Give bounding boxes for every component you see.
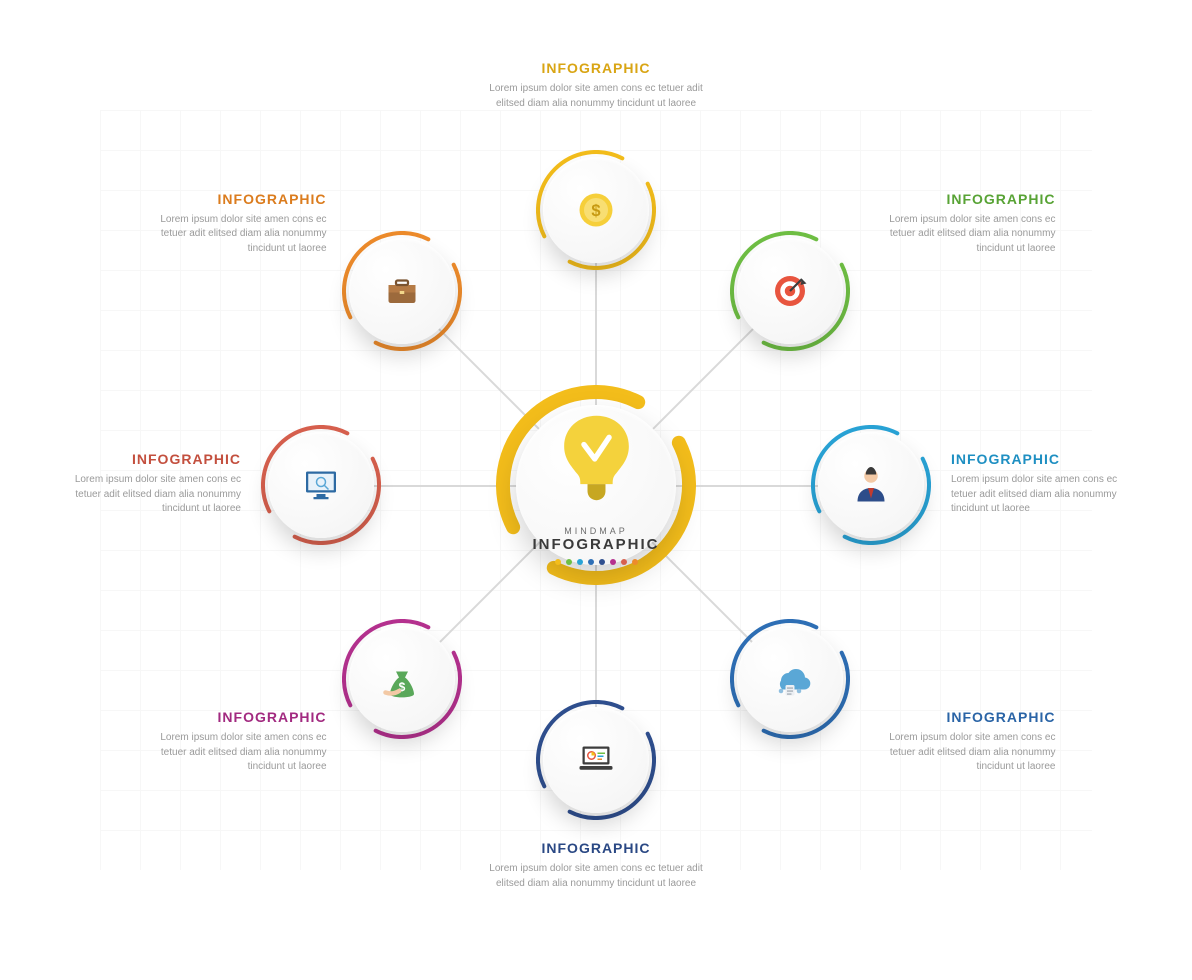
lightbulb-icon — [539, 405, 654, 520]
laptop-icon — [572, 736, 620, 784]
cloud-icon — [766, 655, 814, 703]
node-moneybag: $ — [342, 619, 462, 739]
label-title: INFOGRAPHIC — [865, 191, 1055, 207]
svg-text:$: $ — [591, 202, 600, 220]
label-n6: INFOGRAPHIC Lorem ipsum dolor site amen … — [137, 709, 327, 775]
label-body: Lorem ipsum dolor site amen cons ec tetu… — [865, 731, 1055, 775]
label-title: INFOGRAPHIC — [865, 709, 1055, 725]
label-n3: INFOGRAPHIC Lorem ipsum dolor site amen … — [951, 451, 1141, 517]
moneybag-icon: $ — [378, 655, 426, 703]
center-hub: MINDMAP INFOGRAPHIC — [496, 385, 696, 585]
target-icon — [766, 267, 814, 315]
label-n7: INFOGRAPHIC Lorem ipsum dolor site amen … — [51, 451, 241, 517]
label-body: Lorem ipsum dolor site amen cons ec tetu… — [137, 213, 327, 257]
label-title: INFOGRAPHIC — [137, 191, 327, 207]
label-title: INFOGRAPHIC — [951, 451, 1141, 467]
label-body: Lorem ipsum dolor site amen cons ec tetu… — [486, 862, 706, 891]
label-body: Lorem ipsum dolor site amen cons ec tetu… — [486, 82, 706, 111]
monitor-icon — [297, 461, 345, 509]
label-n8: INFOGRAPHIC Lorem ipsum dolor site amen … — [137, 191, 327, 257]
label-n2: INFOGRAPHIC Lorem ipsum dolor site amen … — [865, 191, 1055, 257]
node-briefcase — [342, 231, 462, 351]
center-dots — [555, 559, 638, 565]
node-target — [730, 231, 850, 351]
node-cloud — [730, 619, 850, 739]
label-title: INFOGRAPHIC — [486, 60, 706, 76]
node-coin: $ — [536, 150, 656, 270]
label-title: INFOGRAPHIC — [51, 451, 241, 467]
node-laptop — [536, 700, 656, 820]
label-n5: INFOGRAPHIC Lorem ipsum dolor site amen … — [486, 840, 706, 891]
label-body: Lorem ipsum dolor site amen cons ec tetu… — [51, 473, 241, 517]
center-subtitle: MINDMAP — [564, 526, 628, 536]
infographic-stage: MINDMAP INFOGRAPHIC $ INFOGRAPHIC Lorem … — [0, 0, 1192, 980]
node-monitor — [261, 425, 381, 545]
label-body: Lorem ipsum dolor site amen cons ec tetu… — [951, 473, 1141, 517]
label-n4: INFOGRAPHIC Lorem ipsum dolor site amen … — [865, 709, 1055, 775]
label-title: INFOGRAPHIC — [137, 709, 327, 725]
label-body: Lorem ipsum dolor site amen cons ec tetu… — [865, 213, 1055, 257]
person-icon — [847, 461, 895, 509]
coin-icon: $ — [572, 186, 620, 234]
label-body: Lorem ipsum dolor site amen cons ec tetu… — [137, 731, 327, 775]
briefcase-icon — [378, 267, 426, 315]
label-n1: INFOGRAPHIC Lorem ipsum dolor site amen … — [486, 60, 706, 111]
center-title: INFOGRAPHIC — [533, 536, 660, 553]
node-person — [811, 425, 931, 545]
label-title: INFOGRAPHIC — [486, 840, 706, 856]
